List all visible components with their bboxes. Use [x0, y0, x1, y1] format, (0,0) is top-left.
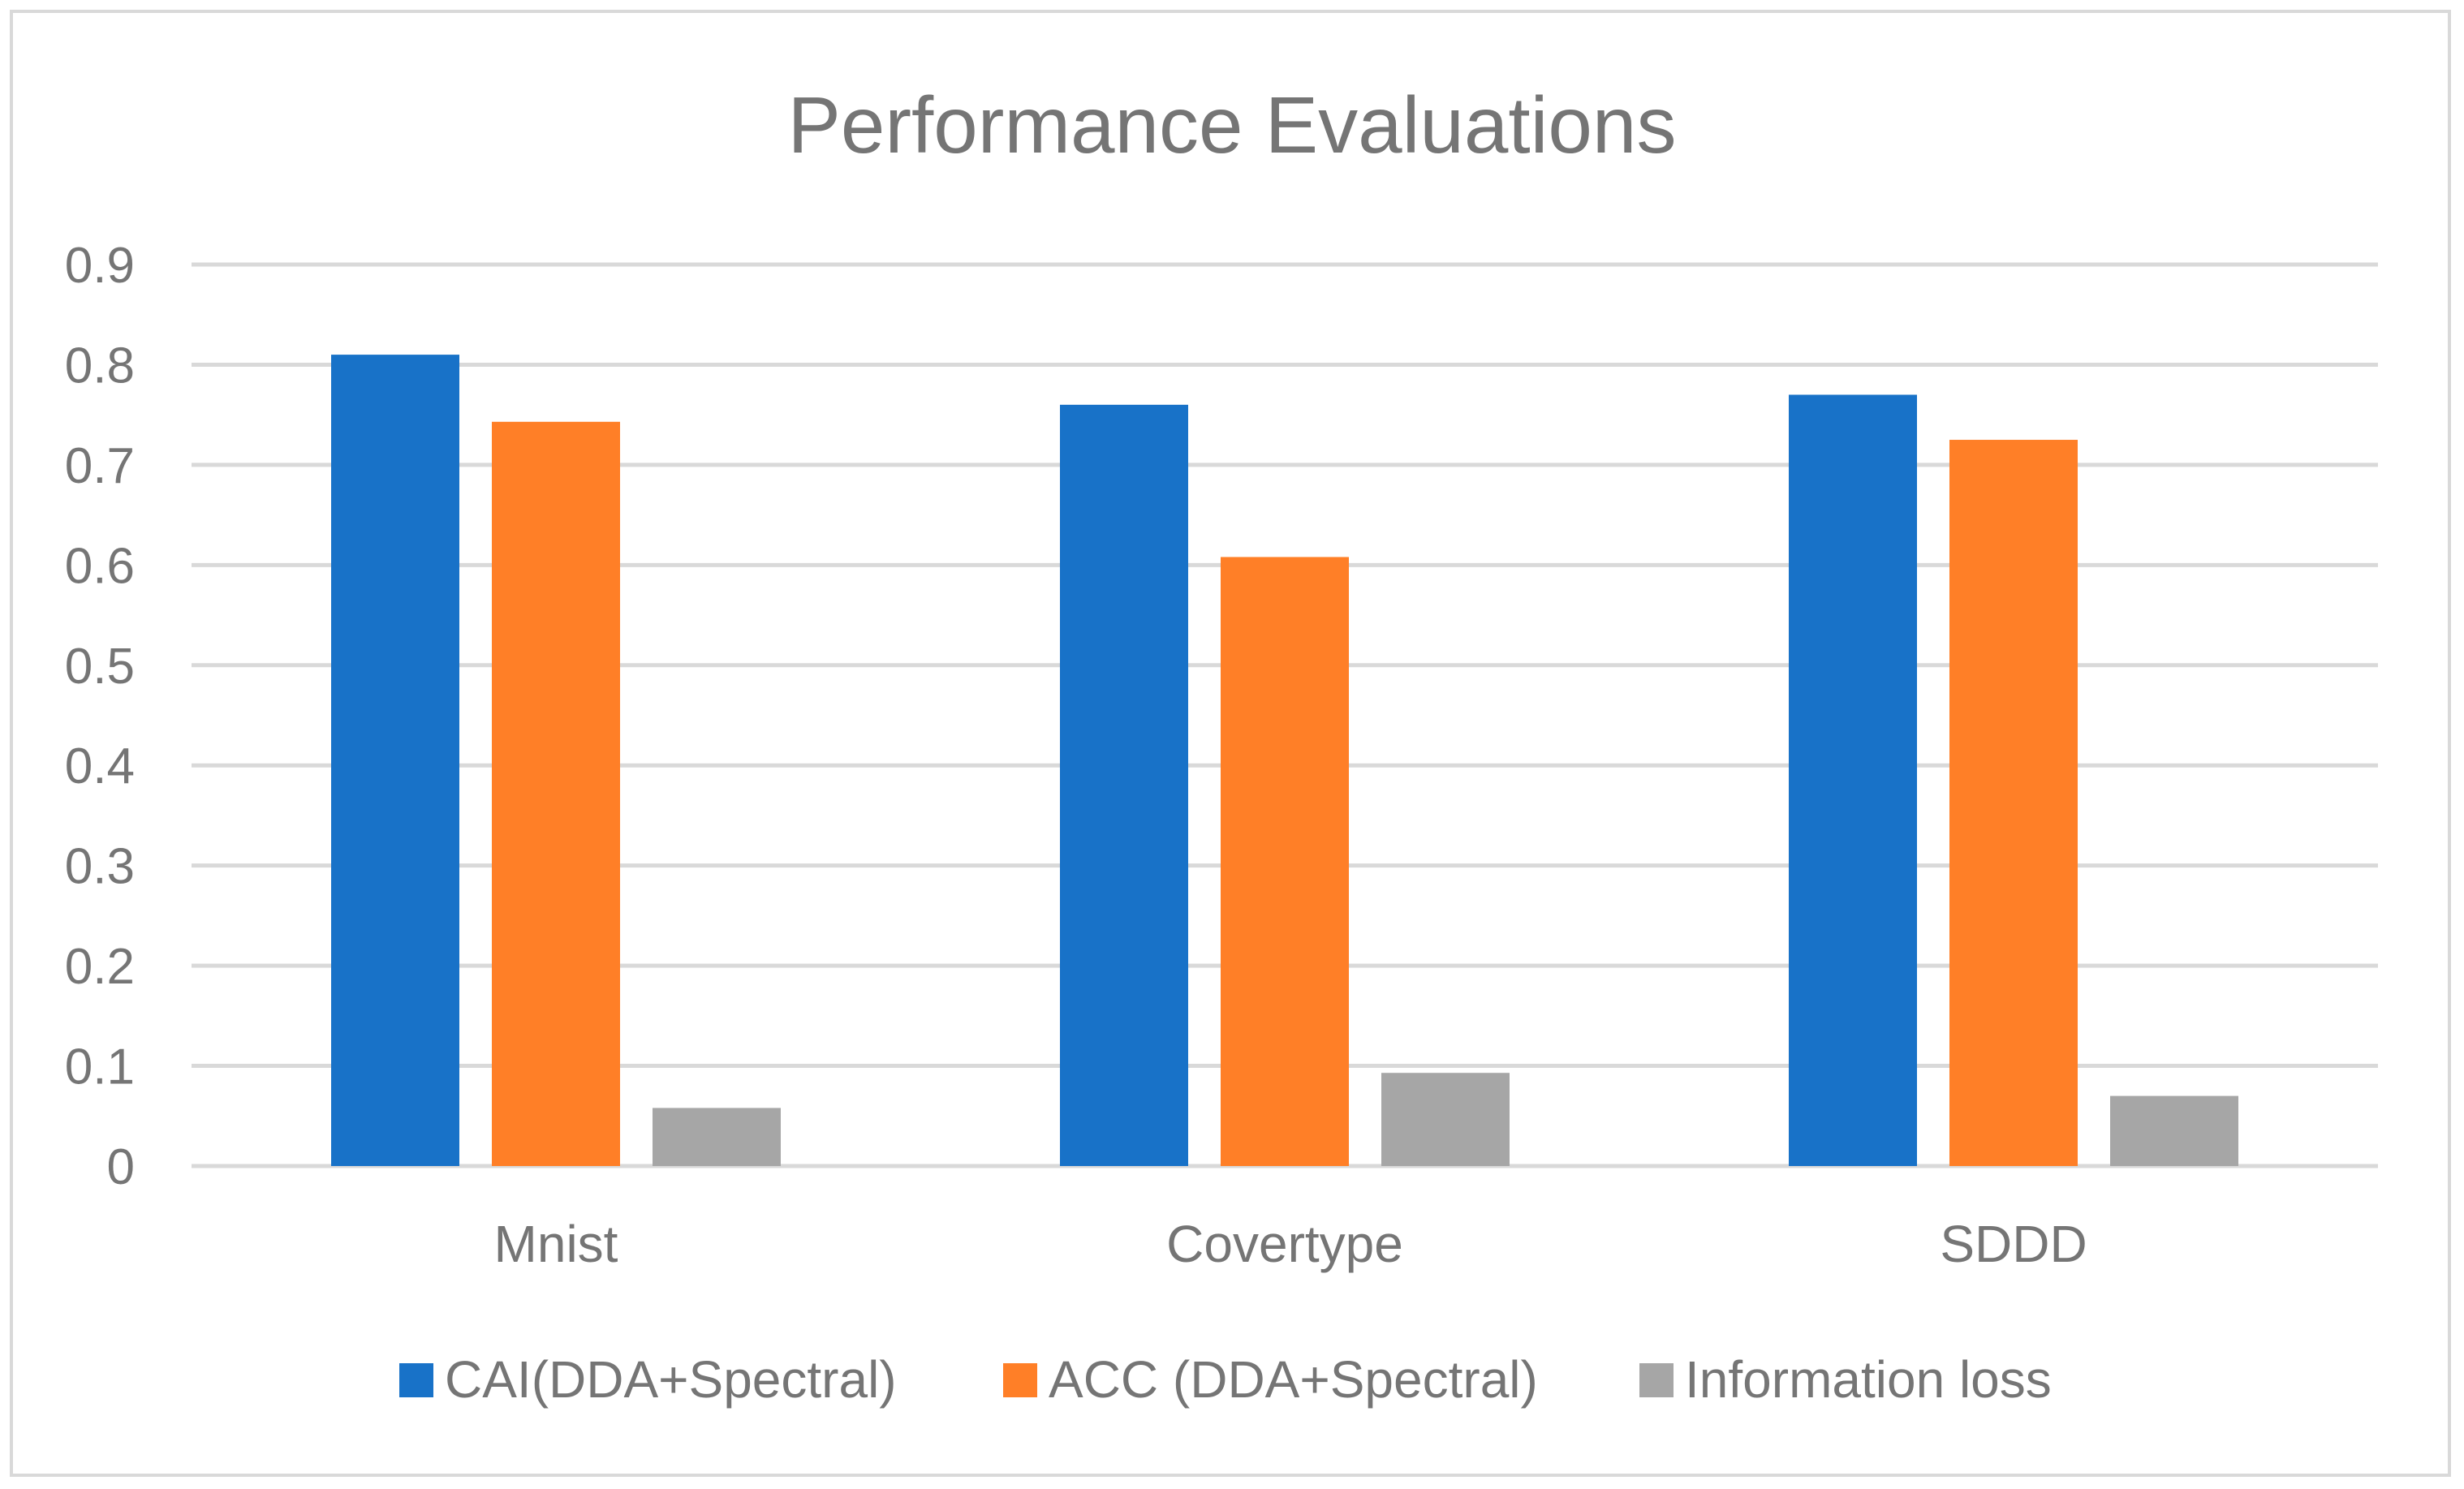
legend-label: Information loss: [1685, 1350, 2052, 1409]
legend-label: CAI(DDA+Spectral): [445, 1350, 897, 1409]
x-axis-category-labels: Mnist Covertype SDDD: [494, 1215, 2087, 1273]
y-tick-label: 0.8: [65, 338, 135, 394]
legend-swatch: [1639, 1363, 1674, 1397]
bar-covertype-series-1: [1060, 404, 1188, 1166]
legend-swatch: [399, 1363, 433, 1397]
legend: CAI(DDA+Spectral) ACC (DDA+Spectral) Infor…: [399, 1350, 2052, 1409]
y-tick-label: 0.3: [65, 839, 135, 895]
chart-title: Performance Evaluations: [788, 80, 1677, 170]
bars: [331, 355, 2238, 1167]
x-category-label: Covertype: [1166, 1215, 1403, 1273]
bar-covertype-series-2: [1221, 557, 1349, 1166]
x-category-label: SDDD: [1940, 1215, 2087, 1273]
bar-mnist-series-3: [653, 1108, 781, 1166]
bar-mnist-series-1: [331, 355, 459, 1167]
y-tick-label: 0: [107, 1139, 135, 1195]
y-tick-label: 0.9: [65, 238, 135, 294]
y-tick-label: 0.5: [65, 639, 135, 695]
y-tick-label: 0.2: [65, 939, 135, 995]
legend-swatch: [1003, 1363, 1037, 1397]
y-tick-label: 0.7: [65, 438, 135, 494]
bar-mnist-series-2: [492, 421, 620, 1166]
bar-covertype-series-3: [1381, 1073, 1510, 1166]
y-tick-label: 0.1: [65, 1039, 135, 1095]
y-tick-label: 0.6: [65, 538, 135, 594]
bar-sddd-series-2: [1949, 440, 2078, 1166]
bar-sddd-series-3: [2110, 1095, 2238, 1166]
y-axis-tick-labels: 0 0.1 0.2 0.3 0.4 0.5 0.6 0.7 0.8 0.9: [65, 238, 135, 1195]
bar-sddd-series-1: [1789, 394, 1917, 1166]
x-category-label: Mnist: [494, 1215, 618, 1273]
y-tick-label: 0.4: [65, 738, 135, 794]
legend-label: ACC (DDA+Spectral): [1049, 1350, 1538, 1409]
